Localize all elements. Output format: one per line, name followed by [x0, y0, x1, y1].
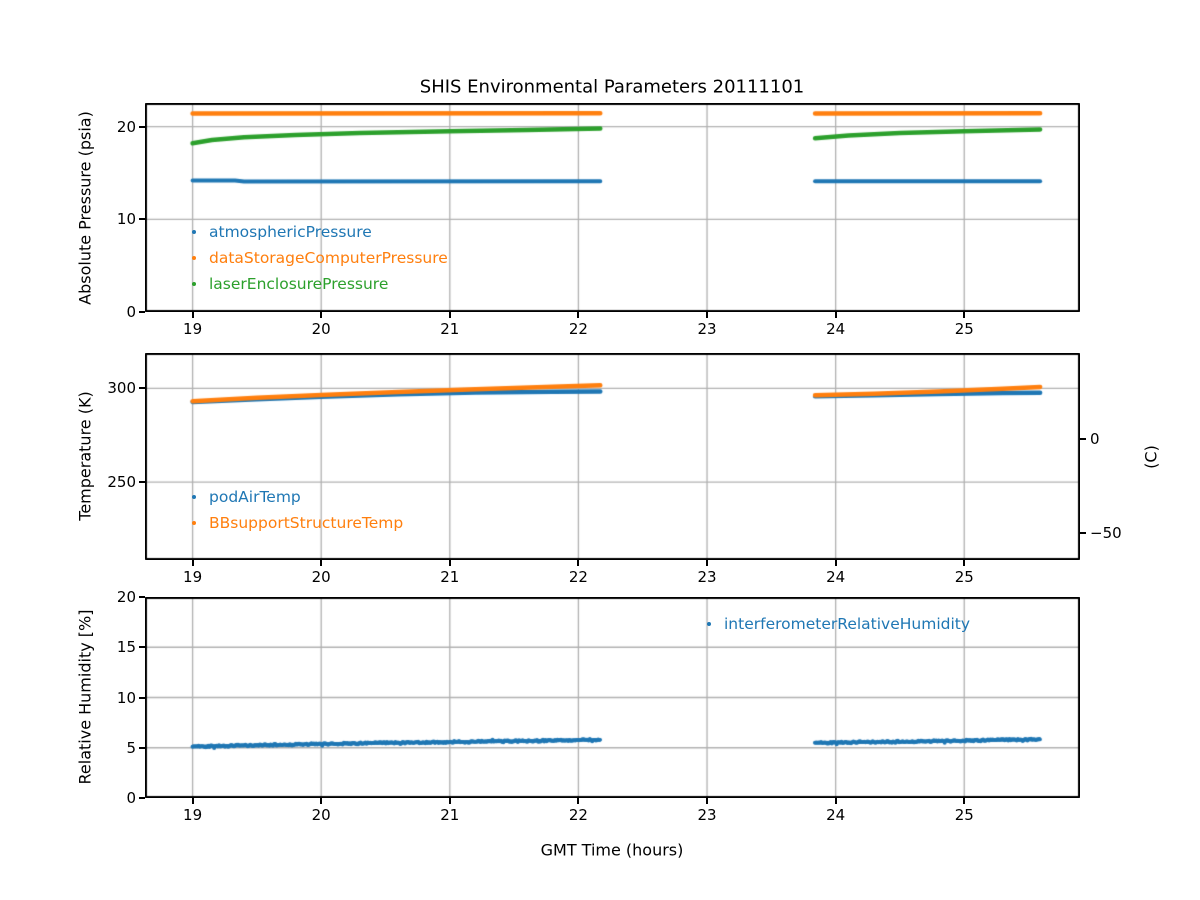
pressure-x-tick [191, 312, 194, 318]
humidity-y-axis-label: Relative Humidity [%] [75, 609, 95, 785]
legend-marker-dot-icon [192, 495, 196, 499]
humidity-y-tick [139, 696, 145, 699]
humidity-y-tick [139, 797, 145, 799]
temperature-y-right-tick-label: 0 [1090, 429, 1100, 448]
temperature-legend-entry: BBsupportStructureTemp [185, 510, 403, 536]
pressure-x-tick-label: 25 [954, 320, 974, 338]
humidity-x-tick [834, 798, 837, 804]
temperature-y-right-tick-label: −50 [1090, 523, 1122, 542]
humidity-x-tick-label: 25 [954, 806, 974, 824]
x-axis-label: GMT Time (hours) [540, 840, 684, 860]
temperature-y-right-tick [1080, 531, 1086, 534]
celsius-axis-label: (C) [1141, 445, 1161, 469]
legend-marker-dot-icon [192, 521, 196, 525]
legend-series-label: BBsupportStructureTemp [209, 514, 404, 532]
legend-series-label: interferometerRelativeHumidity [724, 615, 971, 633]
temperature-x-tick [320, 560, 323, 566]
pressure-x-tick-label: 21 [440, 320, 460, 338]
humidity-x-tick [706, 798, 709, 804]
temperature-y-right-tick [1080, 437, 1086, 440]
humidity-y-tick-label: 20 [116, 588, 136, 606]
temperature-x-tick-label: 19 [183, 568, 203, 586]
humidity-x-tick [320, 798, 323, 804]
legend-marker-dot-icon [707, 622, 711, 626]
pressure-x-tick-label: 20 [311, 320, 331, 338]
humidity-y-tick-label: 15 [116, 638, 136, 657]
pressure-x-tick-label: 19 [183, 320, 203, 338]
pressure-legend-entry: dataStorageComputerPressure [185, 245, 448, 271]
humidity-legend-entry: interferometerRelativeHumidity [700, 611, 970, 637]
legend-series-label: atmosphericPressure [209, 223, 372, 241]
temperature-x-tick-label: 20 [311, 568, 331, 586]
humidity-y-tick [139, 746, 145, 749]
figure-title: SHIS Environmental Parameters 20111101 [419, 76, 805, 98]
pressure-x-tick [963, 312, 966, 318]
humidity-x-tick [963, 798, 966, 804]
temperature-plot-canvas [145, 353, 1080, 560]
humidity-x-tick [448, 798, 451, 804]
temperature-x-tick [706, 560, 709, 566]
pressure-x-tick [834, 312, 837, 318]
humidity-x-tick-label: 20 [311, 806, 331, 824]
humidity-y-tick-label: 0 [126, 789, 136, 807]
temperature-y-axis-label: Temperature (K) [75, 391, 95, 521]
pressure-x-tick-label: 24 [826, 320, 846, 338]
legend-series-label: laserEnclosurePressure [209, 275, 389, 293]
pressure-x-tick-label: 23 [697, 320, 717, 338]
temperature-x-tick-label: 24 [826, 568, 846, 586]
legend-series-label: dataStorageComputerPressure [209, 249, 448, 267]
temperature-x-tick [963, 560, 966, 566]
temperature-x-tick [191, 560, 194, 566]
temperature-x-tick-label: 23 [697, 568, 717, 586]
pressure-y-tick-label: 10 [116, 210, 136, 229]
humidity-y-tick [139, 596, 145, 598]
pressure-y-tick [139, 311, 145, 313]
pressure-x-tick [577, 312, 580, 318]
temperature-x-tick-label: 25 [954, 568, 974, 586]
temperature-y-tick [139, 481, 145, 484]
legend-marker-dot-icon [192, 230, 196, 234]
humidity-plot-canvas [145, 597, 1080, 798]
humidity-x-tick-label: 22 [568, 806, 588, 824]
humidity-x-tick [191, 798, 194, 804]
humidity-y-tick [139, 646, 145, 649]
humidity-x-tick-label: 19 [183, 806, 203, 824]
humidity-x-tick [577, 798, 580, 804]
pressure-legend-entry: atmosphericPressure [185, 219, 448, 245]
temperature-legend: podAirTemp BBsupportStructureTemp [185, 484, 403, 536]
pressure-y-tick-label: 20 [116, 117, 136, 136]
temperature-x-tick-label: 22 [568, 568, 588, 586]
humidity-y-tick-label: 10 [116, 688, 136, 707]
humidity-x-tick-label: 21 [440, 806, 460, 824]
pressure-y-tick [139, 218, 145, 221]
pressure-x-tick [320, 312, 323, 318]
temperature-x-tick [577, 560, 580, 566]
pressure-plot-canvas [145, 103, 1080, 312]
humidity-x-tick-label: 23 [697, 806, 717, 824]
humidity-y-tick-label: 5 [126, 738, 136, 757]
legend-marker-dot-icon [192, 256, 196, 260]
pressure-y-tick-label: 0 [126, 303, 136, 321]
temperature-y-tick-label: 300 [107, 379, 136, 398]
temperature-x-tick [834, 560, 837, 566]
humidity-legend: interferometerRelativeHumidity [700, 611, 970, 637]
pressure-legend-entry: laserEnclosurePressure [185, 271, 448, 297]
humidity-x-tick-label: 24 [826, 806, 846, 824]
pressure-y-axis-label: Absolute Pressure (psia) [75, 111, 95, 305]
temperature-y-tick-label: 250 [107, 473, 136, 492]
pressure-legend: atmosphericPressure dataStorageComputerPr… [185, 219, 448, 297]
temperature-x-tick-label: 21 [440, 568, 460, 586]
temperature-legend-entry: podAirTemp [185, 484, 403, 510]
pressure-y-tick [139, 125, 145, 128]
pressure-x-tick-label: 22 [568, 320, 588, 338]
temperature-y-tick [139, 387, 145, 390]
pressure-x-tick [706, 312, 709, 318]
legend-marker-dot-icon [192, 282, 196, 286]
legend-series-label: podAirTemp [209, 488, 301, 506]
pressure-x-tick [448, 312, 451, 318]
temperature-x-tick [448, 560, 451, 566]
